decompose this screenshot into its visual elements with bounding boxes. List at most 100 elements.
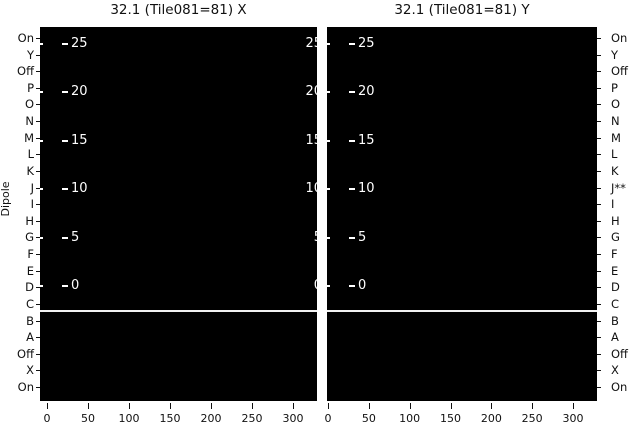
dipole-label-left: On bbox=[17, 31, 34, 45]
x-axis-tick-label: 200 bbox=[200, 412, 222, 425]
dipole-tick-right bbox=[597, 287, 601, 288]
dipole-tick-right bbox=[597, 254, 601, 255]
left-dipole-labels: On Y Off P O N M L K J I H G F E D C B A Off X On bbox=[0, 0, 36, 440]
inner-tick-label: 0 bbox=[71, 278, 80, 293]
inner-tick-dash bbox=[62, 285, 68, 287]
dipole-label-left: P bbox=[27, 80, 34, 95]
x-axis-tick bbox=[369, 403, 370, 409]
inner-tick-dash bbox=[349, 42, 355, 45]
x-axis-tick bbox=[252, 403, 253, 409]
x-axis-tick bbox=[491, 403, 492, 409]
dipole-label-right: G bbox=[611, 230, 620, 245]
inner-tick-label-right-clipped: 10 bbox=[305, 181, 317, 196]
dipole-label-right: H bbox=[611, 213, 620, 228]
inner-edge-tick bbox=[40, 285, 43, 287]
inner-tick-dash bbox=[349, 139, 355, 142]
dipole-label-right: O bbox=[611, 97, 621, 112]
dipole-tick-left bbox=[36, 370, 40, 371]
dipole-tick-right bbox=[597, 204, 601, 205]
dipole-tick-right bbox=[597, 221, 601, 222]
dipole-tick-left bbox=[36, 88, 40, 89]
dipole-tick-right bbox=[597, 188, 601, 189]
dipole-label-right: I bbox=[611, 197, 615, 212]
dipole-label-right: A bbox=[611, 330, 619, 345]
inner-edge-tick bbox=[327, 188, 330, 190]
x-axis-tick-label: 100 bbox=[399, 412, 421, 425]
inner-edge-tick bbox=[327, 139, 330, 142]
dipole-tick-right bbox=[597, 271, 601, 272]
dipole-tick-right bbox=[597, 104, 601, 105]
dipole-tick-left bbox=[36, 204, 40, 205]
dipole-tick-right bbox=[597, 38, 601, 39]
dipole-label-left: A bbox=[26, 330, 34, 345]
x-axis-tick-label: 100 bbox=[118, 412, 140, 425]
dipole-tick-left bbox=[36, 104, 40, 105]
inner-tick-label: 5 bbox=[358, 229, 367, 245]
x-axis-tick-label: 300 bbox=[282, 412, 304, 425]
inner-tick-label: 25 bbox=[358, 35, 375, 51]
dipole-label-right: L bbox=[611, 147, 618, 162]
dipole-tick-left bbox=[36, 287, 40, 288]
dipole-tick-right bbox=[597, 171, 601, 172]
x-axis-tick-label: 150 bbox=[440, 412, 461, 425]
inner-edge-tick bbox=[327, 91, 330, 93]
inner-tick-dash bbox=[349, 285, 355, 287]
dipole-label-right: B bbox=[611, 313, 619, 328]
inner-tick-label-right-clipped: 0 bbox=[314, 278, 317, 294]
dipole-tick-left bbox=[36, 138, 40, 139]
dipole-tick-left bbox=[36, 71, 40, 72]
inner-tick-dash bbox=[62, 188, 68, 190]
dipole-tick-right bbox=[597, 387, 601, 388]
x-axis-tick bbox=[293, 403, 294, 409]
dipole-label-left: M bbox=[24, 130, 34, 145]
x-axis-tick-label: 250 bbox=[241, 412, 263, 425]
inner-tick-dash bbox=[349, 188, 355, 190]
x-axis-tick bbox=[328, 403, 329, 409]
inner-tick-dash bbox=[62, 236, 68, 239]
dipole-label-right: C bbox=[611, 296, 620, 311]
inner-tick-label: 25 bbox=[71, 35, 88, 51]
x-axis-tick bbox=[47, 403, 48, 409]
inner-edge-tick bbox=[40, 139, 43, 142]
dipole-tick-left bbox=[36, 188, 40, 189]
x-axis-tick bbox=[532, 403, 533, 409]
dipole-tick-right bbox=[597, 370, 601, 371]
inner-edge-tick bbox=[327, 236, 330, 239]
dipole-tick-right bbox=[597, 354, 601, 355]
dipole-tick-left bbox=[36, 254, 40, 255]
dipole-tick-right bbox=[597, 71, 601, 72]
dipole-label-right: N bbox=[611, 114, 620, 129]
dipole-label-left: O bbox=[24, 97, 34, 112]
x-axis-tick bbox=[573, 403, 574, 409]
x-axis-tick bbox=[211, 403, 212, 409]
separator-line bbox=[40, 310, 317, 312]
inner-tick-label: 10 bbox=[71, 181, 88, 196]
inner-tick-label-right-clipped: 15 bbox=[305, 132, 317, 148]
dipole-label-left: K bbox=[26, 163, 34, 178]
x-axis-tick-label: 0 bbox=[43, 412, 51, 425]
inner-tick-dash bbox=[62, 139, 68, 142]
dipole-label-right: P bbox=[611, 80, 618, 95]
inner-tick-label: 20 bbox=[71, 84, 88, 99]
dipole-label-left: L bbox=[27, 147, 34, 162]
inner-tick-label-right-clipped: 25 bbox=[305, 35, 317, 51]
inner-tick-label-right-clipped: 20 bbox=[305, 84, 317, 99]
x-axis-tick bbox=[129, 403, 130, 409]
dipole-tick-right bbox=[597, 154, 601, 155]
dipole-label-left: X bbox=[26, 363, 34, 378]
dipole-tick-right bbox=[597, 237, 601, 238]
right-panel-title: 32.1 (Tile081=81) Y bbox=[394, 2, 530, 18]
x-axis-tick-label: 300 bbox=[562, 412, 584, 425]
dipole-label-right: J** bbox=[611, 180, 626, 195]
dipole-label-right: D bbox=[611, 280, 620, 295]
inner-tick-label: 20 bbox=[358, 84, 375, 99]
x-axis-tick-label: 150 bbox=[159, 412, 181, 425]
dipole-tick-right bbox=[597, 321, 601, 322]
x-axis-tick bbox=[170, 403, 171, 409]
inner-tick-label: 15 bbox=[358, 132, 375, 148]
inner-edge-tick bbox=[40, 91, 43, 93]
dipole-label-right: Y bbox=[611, 47, 619, 62]
right-heatmap-panel: 25 20 15 10 5 0 bbox=[327, 27, 597, 401]
dipole-label-right: E bbox=[611, 263, 619, 278]
dipole-label-right: K bbox=[611, 163, 619, 178]
